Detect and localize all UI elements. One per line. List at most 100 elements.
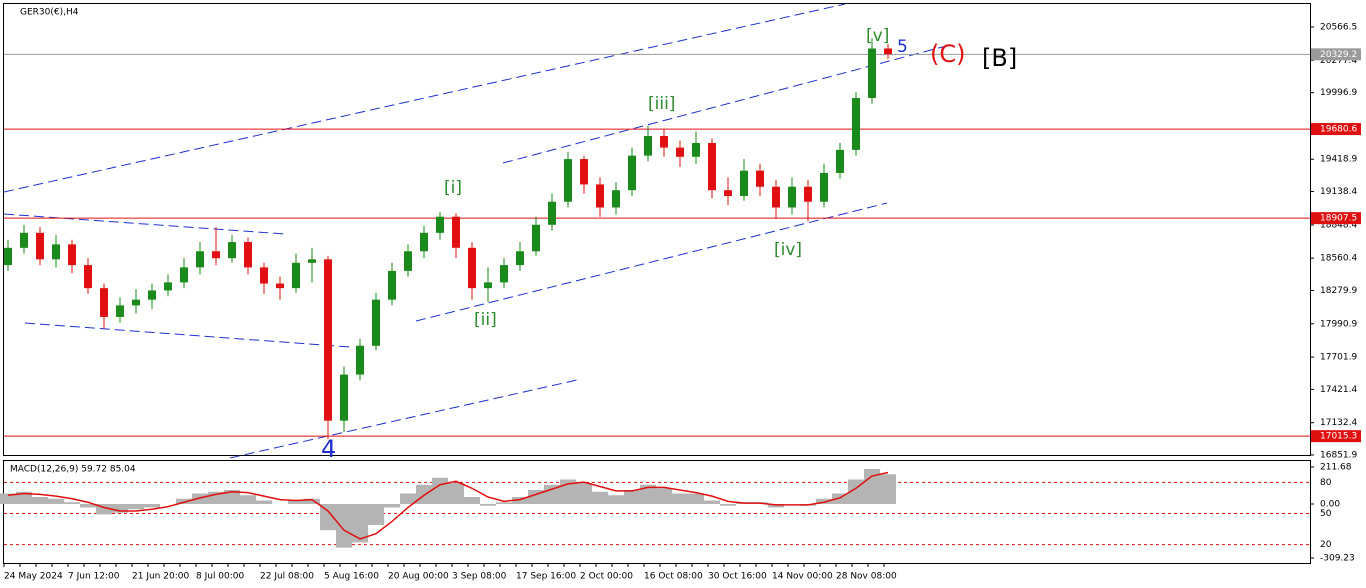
macd-bar (176, 498, 192, 504)
trend-line (502, 44, 951, 164)
macd-bar (16, 491, 32, 504)
macd-bar (80, 503, 96, 508)
macd-frame (3, 460, 1311, 564)
x-tick-label: 17 Sep 16:00 (516, 572, 576, 582)
candle-body (132, 299, 140, 306)
candle-body (628, 155, 636, 191)
candle-body (836, 149, 844, 173)
wave-label: [iv] (774, 240, 802, 260)
candle-body (372, 299, 380, 346)
symbol-title: GER30(€),H4 (20, 8, 79, 18)
macd-bar (128, 503, 144, 510)
candle-body (196, 251, 204, 268)
candle-body (260, 267, 268, 284)
candle-body (52, 244, 60, 260)
candle-body (420, 232, 428, 252)
macd-bar (496, 502, 512, 504)
candle-body (708, 142, 716, 191)
x-tick-label: 5 Aug 16:00 (324, 572, 379, 582)
macd-bar (624, 490, 640, 504)
macd-bar (256, 500, 272, 504)
y-tick-label: 17990.9 (1320, 319, 1357, 329)
candle-body (756, 170, 764, 187)
candle-body (852, 98, 860, 150)
macd-bar (144, 503, 160, 508)
candle-body (884, 48, 892, 55)
macd-bar (688, 493, 704, 504)
candle-body (308, 259, 316, 263)
candle-body (116, 305, 124, 317)
candle-body (468, 247, 476, 289)
candle-body (4, 247, 12, 266)
y-tick-label: 19138.4 (1320, 187, 1357, 197)
macd-bar (384, 503, 400, 508)
candle-body (436, 216, 444, 233)
candle-body (20, 232, 28, 248)
wave-label: 5 (897, 37, 908, 57)
y-tick-label: 17701.9 (1320, 353, 1357, 363)
candle-body (324, 259, 332, 421)
x-tick-label: 16 Oct 08:00 (644, 572, 703, 582)
x-tick-label: 20 Aug 00:00 (388, 572, 449, 582)
x-tick-label: 30 Oct 16:00 (708, 572, 767, 582)
macd-bar (0, 493, 16, 504)
y-tick-label: 0.00 (1320, 499, 1340, 509)
candle-body (340, 374, 348, 421)
x-tick-label: 22 Jul 08:00 (260, 572, 314, 582)
macd-bar (32, 496, 48, 504)
macd-bar (192, 493, 208, 504)
y-tick-label: 18848.4 (1320, 220, 1357, 230)
macd-bar (832, 493, 848, 504)
x-tick-label: 24 May 2024 (4, 572, 63, 582)
x-tick-label: 8 Jul 00:00 (196, 572, 245, 582)
candle-body (692, 142, 700, 157)
macd-bar (368, 503, 384, 525)
macd-bar (336, 503, 352, 548)
macd-bar (544, 484, 560, 504)
y-tick-label: 18560.4 (1320, 254, 1357, 264)
macd-bar (608, 495, 624, 504)
level-label-box (1311, 430, 1361, 443)
wave-label: (C) (930, 40, 965, 68)
wave-label: [B] (982, 44, 1017, 72)
candle-body (484, 282, 492, 289)
macd-bar (400, 493, 416, 504)
candle-body (676, 147, 684, 157)
candle-body (276, 283, 284, 289)
wave-label: 4 (321, 435, 336, 463)
candle-body (452, 216, 460, 248)
trend-line (24, 322, 351, 348)
macd-title: MACD(12,26,9) 59.72 85.04 (10, 465, 136, 475)
macd-bar (448, 483, 464, 504)
candle-body (388, 270, 396, 300)
macd-bar (512, 496, 528, 504)
macd-bar (288, 500, 304, 504)
candle-body (36, 232, 44, 260)
macd-bar (224, 490, 240, 504)
candle-body (596, 184, 604, 208)
candle-body (148, 290, 156, 300)
candle-body (516, 251, 524, 266)
x-tick-label: 2 Oct 00:00 (580, 572, 633, 582)
level-label-box (1311, 123, 1361, 136)
macd-bar (656, 488, 672, 504)
candle-body (660, 136, 668, 148)
x-tick-label: 7 Jun 12:00 (68, 572, 120, 582)
trend-lines (3, 3, 951, 459)
macd-bar (240, 495, 256, 504)
wave-label: [ii] (474, 310, 497, 330)
candle-body (820, 172, 828, 202)
macd-bar (592, 491, 608, 504)
trend-line (3, 3, 846, 193)
macd-bar (304, 498, 320, 504)
level-label-box (1311, 48, 1361, 61)
wave-label: [v] (866, 26, 889, 46)
candle-body (772, 186, 780, 208)
candle-body (228, 242, 236, 259)
candle-body (356, 345, 364, 375)
macd-bar (880, 474, 896, 504)
level-label: 18907.5 (1320, 214, 1357, 224)
level-label: 17015.3 (1320, 432, 1357, 442)
macd-bar (576, 483, 592, 504)
